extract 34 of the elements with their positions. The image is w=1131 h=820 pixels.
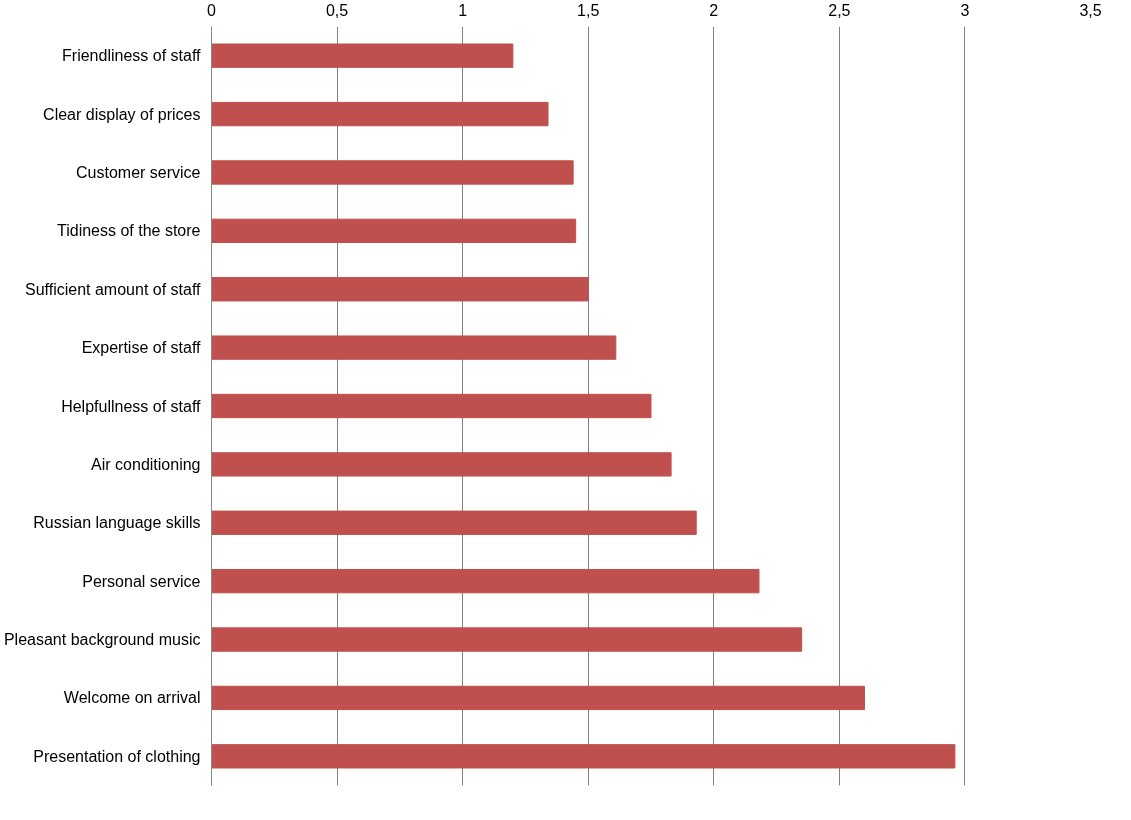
x-tick-label: 3,5 [1079,1,1102,19]
x-tick-label: 1 [458,1,468,19]
y-tick-label: Welcome on arrival [63,689,201,707]
y-tick-label: Pleasant background music [3,631,201,649]
x-tick-label: 2,5 [828,1,851,19]
x-tick-label: 0,5 [325,1,349,19]
x-tick-label: 2 [709,1,719,19]
bar [211,685,865,711]
bar [211,627,803,652]
bar [211,160,574,185]
bar [211,568,760,594]
x-tick-label: 1,5 [577,1,600,19]
y-tick-label: Presentation of clothing [33,747,201,765]
bar [211,43,514,68]
bar [211,452,672,477]
bar [211,101,549,127]
y-tick-label: Tidiness of the store [57,222,201,240]
y-tick-label: Helpfullness of staff [61,397,202,415]
x-tick-label: 0 [207,1,217,19]
y-tick-label: Sufficient amount of staff [24,280,202,298]
bar [211,277,589,302]
y-tick-label: Personal service [82,572,201,590]
bar [211,744,956,769]
y-tick-label: Clear display of prices [43,105,201,123]
y-tick-label: Expertise of staff [81,339,202,357]
x-tick-label: 3 [960,1,970,19]
bar [211,393,652,419]
y-tick-label: Friendliness of staff [62,47,202,65]
y-tick-label: Russian language skills [33,514,201,532]
bar [211,510,697,535]
y-tick-label: Customer service [76,163,201,181]
bar [211,335,617,360]
y-tick-label: Air conditioning [91,455,201,473]
bar [211,218,577,244]
